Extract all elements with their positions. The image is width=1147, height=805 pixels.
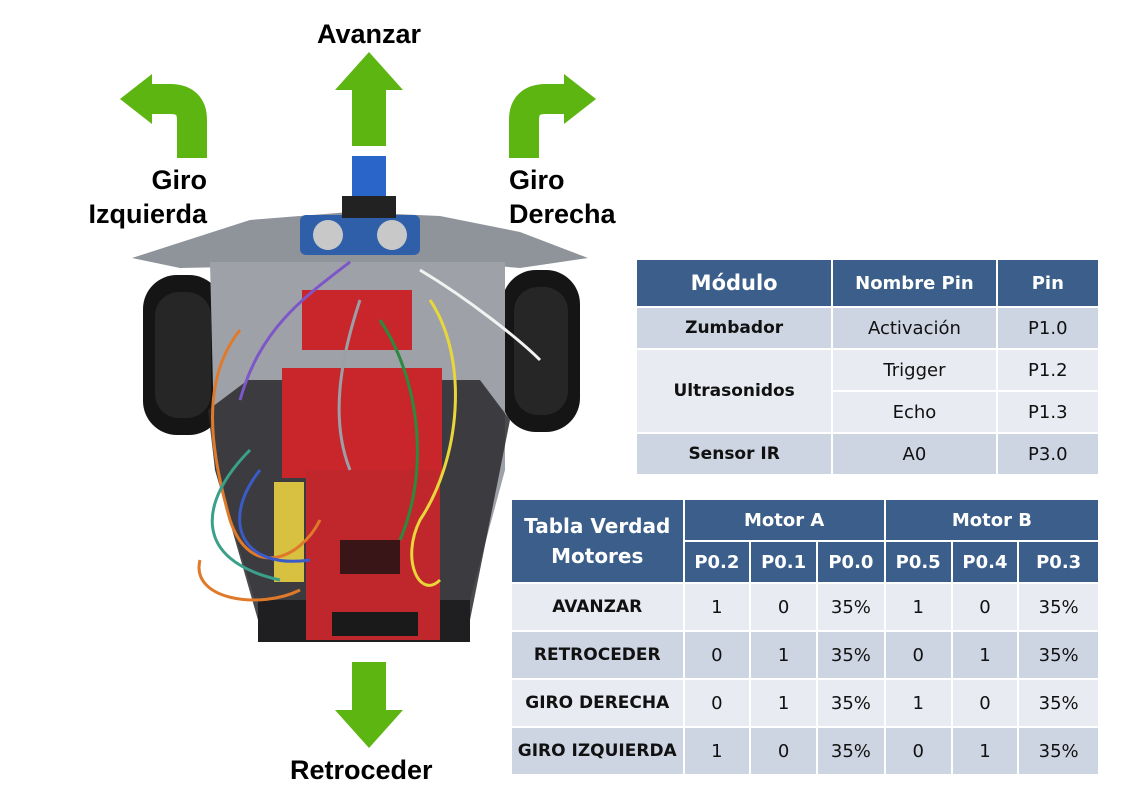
arrow-backward-icon: [335, 662, 403, 748]
truth-table-title: Tabla Verdad Motores: [510, 498, 685, 584]
cell: 0: [950, 678, 1020, 728]
cell: 1: [950, 630, 1020, 680]
cell: 35%: [816, 726, 886, 776]
pin-name-zumbador: Activación: [831, 306, 998, 350]
label-turn-right-line2: Derecha: [509, 199, 616, 229]
pin-module-zumbador: Zumbador: [634, 306, 834, 350]
pin-zumbador: P1.0: [995, 306, 1101, 350]
pin-table-header-pin: Pin: [995, 258, 1101, 308]
label-backward: Retroceder: [290, 755, 433, 785]
row-label: AVANZAR: [510, 582, 685, 632]
arrow-turn-right-icon: [509, 84, 566, 158]
cell: 1: [883, 678, 953, 728]
cell: 0: [883, 630, 953, 680]
cell: 0: [749, 726, 819, 776]
cell: 1: [749, 678, 819, 728]
cell: 0: [749, 582, 819, 632]
left-wheel: [143, 275, 223, 435]
cell: 35%: [816, 582, 886, 632]
pin-table-header-pin-name: Nombre Pin: [831, 258, 998, 308]
truth-table-pin: P0.3: [1017, 540, 1100, 584]
pin-table: Módulo Nombre Pin Pin Zumbador Activació…: [634, 258, 1101, 476]
truth-table-title-line2: Motores: [551, 544, 644, 568]
pin-module-sensor-ir: Sensor IR: [634, 432, 834, 476]
table-row: AVANZAR 1 0 35% 1 0 35%: [510, 582, 1100, 632]
arrow-turn-left-head-icon: [120, 74, 152, 124]
truth-table-pin: P0.0: [816, 540, 886, 584]
table-row: GIRO DERECHA 0 1 35% 1 0 35%: [510, 678, 1100, 728]
truth-table-title-line1: Tabla Verdad: [524, 514, 671, 538]
pin-echo: P1.3: [995, 390, 1101, 434]
wires: [197, 260, 542, 602]
truth-table-motor-a: Motor A: [682, 498, 886, 542]
cell: 0: [682, 630, 752, 680]
table-row: RETROCEDER 0 1 35% 0 1 35%: [510, 630, 1100, 680]
truth-table-pin: P0.1: [749, 540, 819, 584]
label-turn-left: Giro Izquierda: [88, 163, 207, 231]
truth-table-motor-b: Motor B: [883, 498, 1101, 542]
label-turn-right-line1: Giro: [509, 165, 565, 195]
cell: 1: [950, 726, 1020, 776]
truth-table-pin: P0.4: [950, 540, 1020, 584]
truth-table: Tabla Verdad Motores Motor A Motor B P0.…: [510, 498, 1101, 776]
cell: 35%: [1017, 582, 1100, 632]
cell: 35%: [1017, 726, 1100, 776]
pin-trigger: P1.2: [995, 348, 1101, 392]
arrow-turn-right-head-icon: [564, 74, 596, 124]
cell: 35%: [816, 630, 886, 680]
cell: 0: [682, 678, 752, 728]
pin-sensor-ir: P3.0: [995, 432, 1101, 476]
row-label: RETROCEDER: [510, 630, 685, 680]
row-label: GIRO IZQUIERDA: [510, 726, 685, 776]
robot-car-diagram: [120, 52, 596, 748]
battery: [274, 482, 304, 582]
cell: 35%: [816, 678, 886, 728]
table-row: GIRO IZQUIERDA 1 0 35% 0 1 35%: [510, 726, 1100, 776]
cell: 1: [883, 582, 953, 632]
pin-name-sensor-ir: A0: [831, 432, 998, 476]
cell: 0: [950, 582, 1020, 632]
right-wheel: [502, 270, 580, 432]
arrow-forward-icon: [335, 52, 403, 146]
label-forward: Avanzar: [317, 19, 422, 49]
arrow-turn-left-icon: [150, 84, 207, 158]
cell: 1: [682, 726, 752, 776]
motor-driver-board: [302, 290, 412, 350]
cell: 1: [749, 630, 819, 680]
row-label: GIRO DERECHA: [510, 678, 685, 728]
pin-name-echo: Echo: [831, 390, 998, 434]
cell: 35%: [1017, 630, 1100, 680]
pin-name-trigger: Trigger: [831, 348, 998, 392]
pin-table-header-module: Módulo: [634, 258, 834, 308]
pin-module-ultrasonidos: Ultrasonidos: [634, 348, 834, 434]
truth-table-pin: P0.5: [883, 540, 953, 584]
label-turn-left-line1: Giro: [151, 165, 207, 195]
cell: 0: [883, 726, 953, 776]
cell: 35%: [1017, 678, 1100, 728]
cell: 1: [682, 582, 752, 632]
truth-table-pin: P0.2: [682, 540, 752, 584]
label-turn-left-line2: Izquierda: [88, 199, 207, 229]
label-turn-right: Giro Derecha: [509, 163, 616, 231]
ir-sensor: [352, 156, 386, 200]
